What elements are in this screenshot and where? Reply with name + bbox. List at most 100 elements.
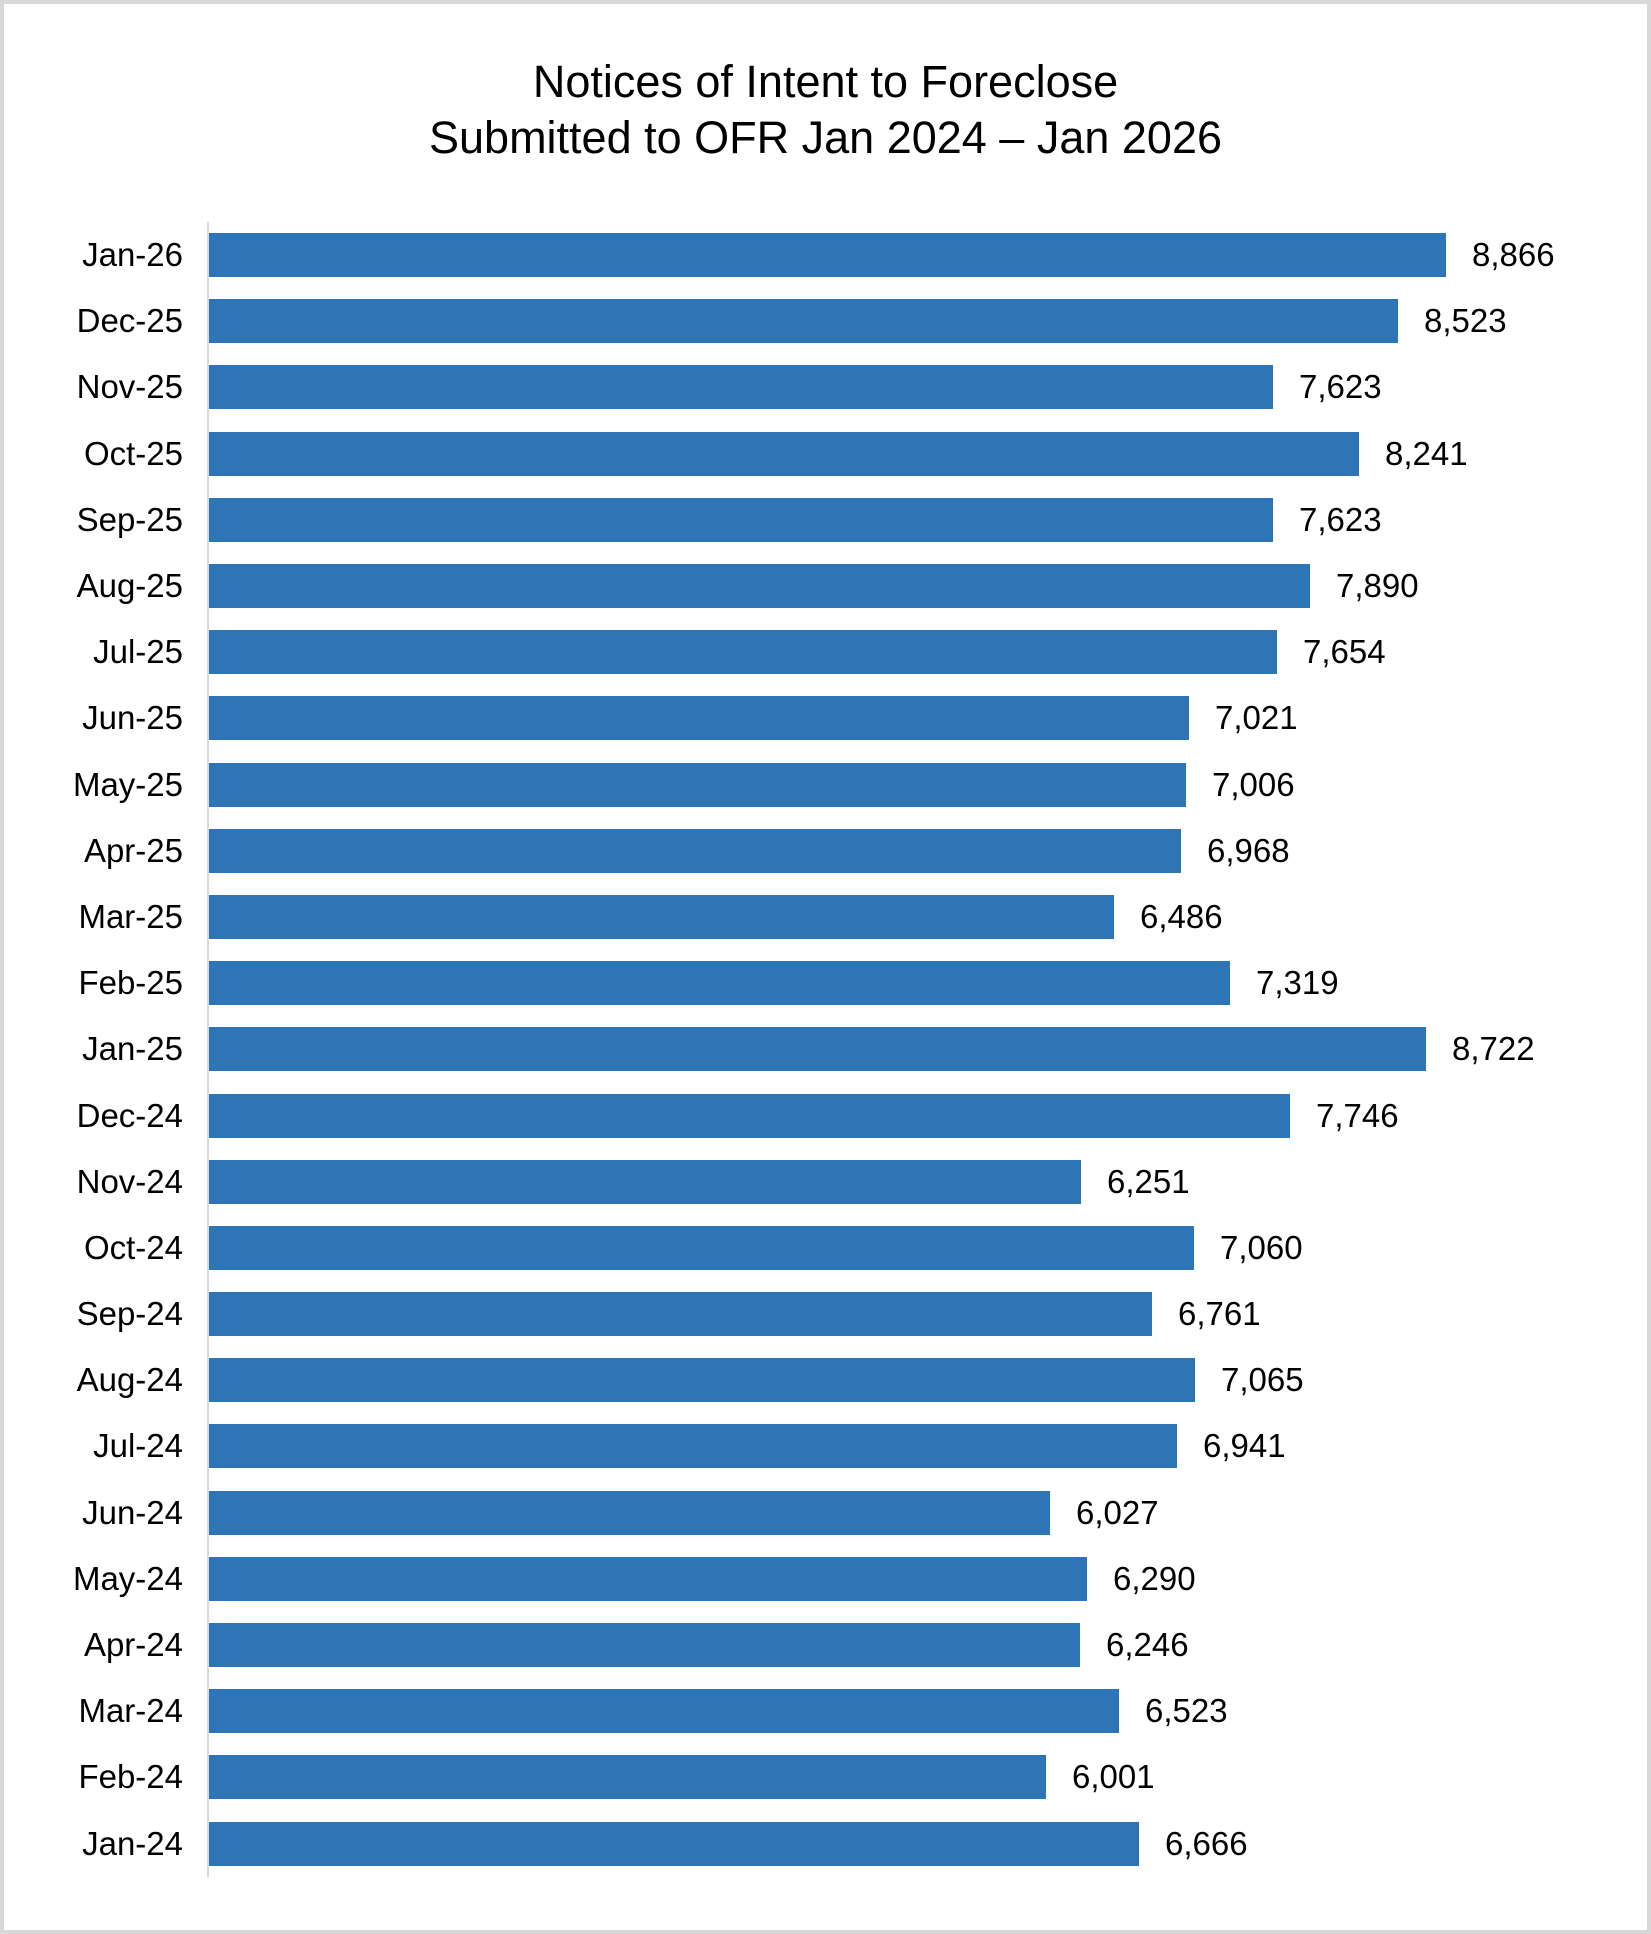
bar (209, 431, 1359, 476)
value-label: 6,761 (1178, 1295, 1261, 1333)
category-label: May-24 (72, 1559, 183, 1597)
value-label: 7,746 (1316, 1096, 1399, 1134)
bar-row: Sep-24 6,761 (4, 1281, 1647, 1348)
bar-track: 6,941 (207, 1413, 1647, 1480)
bar-rows: Jan-26 8,866 Dec-25 8,523 Nov-25 7,623 Oct-25 8… (4, 222, 1647, 1877)
category-label: Jan-24 (82, 1824, 183, 1862)
bar-track: 7,746 (207, 1082, 1647, 1149)
bar (209, 1358, 1195, 1403)
value-label: 8,523 (1424, 302, 1507, 340)
chart-title: Notices of Intent to Foreclose Submitted… (4, 54, 1647, 166)
bar-row: Apr-24 6,246 (4, 1611, 1647, 1679)
bar (209, 233, 1446, 278)
category-label: Feb-24 (78, 1758, 183, 1796)
bar (209, 1623, 1080, 1668)
value-label: 6,246 (1106, 1626, 1189, 1664)
value-label: 6,968 (1207, 831, 1290, 869)
bar-track: 6,251 (207, 1148, 1647, 1215)
bar (209, 1821, 1139, 1866)
category-label: Oct-25 (83, 434, 183, 472)
bar (209, 1556, 1087, 1601)
bar-row: Jan-25 8,722 (4, 1016, 1647, 1083)
value-label: 6,666 (1165, 1824, 1248, 1862)
bar (209, 497, 1273, 542)
bar-track: 6,290 (207, 1545, 1647, 1612)
bar-row: Mar-24 6,523 (4, 1678, 1647, 1745)
bar-track: 7,890 (207, 552, 1647, 620)
value-label: 6,523 (1145, 1692, 1228, 1730)
bar-track: 6,761 (207, 1281, 1647, 1348)
bar-track: 7,319 (207, 950, 1647, 1017)
bar-track: 7,060 (207, 1214, 1647, 1281)
bar-row: Aug-24 7,065 (4, 1347, 1647, 1414)
category-label: Sep-24 (76, 1295, 183, 1333)
category-label: Jan-26 (82, 236, 183, 274)
value-label: 7,890 (1336, 567, 1419, 605)
bar-row: Dec-25 8,523 (4, 288, 1647, 355)
bar-track: 7,623 (207, 354, 1647, 421)
bar-row: Nov-25 7,623 (4, 354, 1647, 421)
value-label: 7,623 (1299, 500, 1382, 538)
category-label: Aug-25 (76, 567, 183, 605)
category-label: Mar-24 (78, 1692, 183, 1730)
bar-track: 6,523 (207, 1678, 1647, 1745)
chart-title-line1: Notices of Intent to Foreclose (532, 56, 1119, 107)
bar-track: 7,065 (207, 1347, 1647, 1414)
bar (209, 1292, 1152, 1337)
value-label: 6,027 (1076, 1493, 1159, 1531)
bar (209, 1424, 1177, 1469)
bar (209, 1689, 1119, 1734)
category-label: Nov-24 (76, 1162, 183, 1200)
bar-row: Jul-24 6,941 (4, 1413, 1647, 1480)
category-label: Dec-24 (76, 1096, 183, 1134)
bar (209, 299, 1398, 344)
category-label: Jun-25 (82, 699, 183, 737)
bar (209, 1093, 1290, 1138)
value-label: 7,021 (1215, 699, 1298, 737)
bar (209, 961, 1230, 1006)
category-label: Oct-24 (83, 1228, 183, 1266)
value-label: 7,319 (1256, 964, 1339, 1002)
bar-row: Sep-25 7,623 (4, 486, 1647, 553)
bar-row: Oct-25 8,241 (4, 420, 1647, 487)
bar-row: Mar-25 6,486 (4, 883, 1647, 951)
bar-track: 7,006 (207, 751, 1647, 818)
bar-track: 6,246 (207, 1611, 1647, 1679)
bar-row: May-25 7,006 (4, 751, 1647, 818)
bar-row: Jan-24 6,666 (4, 1810, 1647, 1877)
category-label: Jan-25 (82, 1030, 183, 1068)
value-label: 7,065 (1221, 1361, 1304, 1399)
bar-row: May-24 6,290 (4, 1545, 1647, 1612)
chart-title-line2: Submitted to OFR Jan 2024 – Jan 2026 (429, 112, 1222, 163)
category-label: Jul-24 (93, 1427, 183, 1465)
bar-row: Feb-25 7,319 (4, 950, 1647, 1017)
bar (209, 630, 1277, 675)
category-label: Jul-25 (93, 633, 183, 671)
value-label: 7,060 (1220, 1228, 1303, 1266)
bar (209, 1027, 1426, 1072)
bar-row: Jul-25 7,654 (4, 619, 1647, 686)
bar-chart: Jan-26 8,866 Dec-25 8,523 Nov-25 7,623 Oct-25 8… (4, 222, 1647, 1877)
bar (209, 1755, 1046, 1800)
bar-track: 7,021 (207, 685, 1647, 752)
category-label: Sep-25 (76, 500, 183, 538)
bar (209, 894, 1114, 939)
bar-row: Jun-25 7,021 (4, 685, 1647, 752)
bar-track: 8,523 (207, 288, 1647, 355)
value-label: 6,290 (1113, 1559, 1196, 1597)
bar-row: Jan-26 8,866 (4, 222, 1647, 289)
bar-row: Apr-25 6,968 (4, 817, 1647, 884)
value-label: 6,251 (1107, 1162, 1190, 1200)
bar-track: 7,623 (207, 486, 1647, 553)
bar (209, 1159, 1081, 1204)
value-label: 7,623 (1299, 368, 1382, 406)
category-label: Apr-25 (83, 831, 183, 869)
bar-track: 6,486 (207, 883, 1647, 951)
bar-track: 8,241 (207, 420, 1647, 487)
category-label: Dec-25 (76, 302, 183, 340)
value-label: 8,722 (1452, 1030, 1535, 1068)
bar (209, 828, 1181, 873)
category-label: Mar-25 (78, 897, 183, 935)
bar (209, 1225, 1194, 1270)
